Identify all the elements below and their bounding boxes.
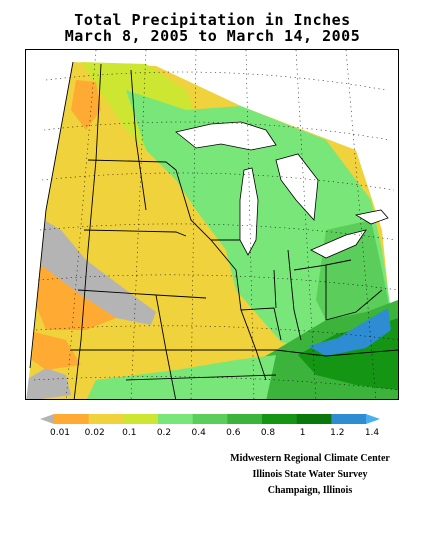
legend-swatch bbox=[262, 414, 298, 424]
precipitation-map-graphic bbox=[26, 50, 398, 399]
lat-lon-grid bbox=[33, 50, 398, 399]
precip-zone-0.01-0.02-west bbox=[36, 265, 116, 330]
legend-swatch bbox=[123, 414, 159, 424]
lake-superior bbox=[175, 121, 277, 151]
legend-tick-label: 0.4 bbox=[191, 428, 206, 438]
lake-ontario bbox=[354, 209, 389, 225]
color-legend bbox=[40, 414, 380, 424]
legend-swatch bbox=[54, 414, 90, 424]
legend-tick-label: 0.8 bbox=[260, 428, 276, 438]
credit-survey: Illinois State Water Survey bbox=[252, 469, 368, 480]
precip-zone-trace-southwest bbox=[26, 368, 71, 399]
precip-zone-1.2-plus bbox=[308, 308, 391, 356]
precip-zone-0.01-0.02-north bbox=[71, 80, 101, 130]
map-outside-northeast bbox=[241, 50, 398, 248]
precip-zone-trace-west bbox=[41, 220, 156, 325]
precipitation-map bbox=[25, 49, 399, 400]
legend-tick-label: 1.4 bbox=[364, 428, 380, 438]
lake-erie bbox=[310, 229, 367, 259]
legend-swatch bbox=[158, 414, 194, 424]
precip-zone-0.2-0.4-south bbox=[86, 355, 276, 399]
map-date-range: March 8, 2005 to March 14, 2005 bbox=[64, 27, 361, 45]
legend-swatch bbox=[88, 414, 124, 424]
legend-tick-label: 0.1 bbox=[122, 428, 137, 438]
legend-tick-label: 1 bbox=[299, 428, 306, 438]
legend-tick-label: 0.2 bbox=[156, 428, 172, 438]
legend-tick-label: 1.2 bbox=[330, 428, 345, 438]
credit-location: Champaign, Illinois bbox=[267, 485, 353, 496]
lake-michigan bbox=[239, 167, 259, 256]
credit-organization: Midwestern Regional Climate Center bbox=[230, 453, 390, 464]
precip-zone-0.01-0.02-southwest bbox=[32, 332, 81, 370]
legend-swatch bbox=[296, 414, 332, 424]
legend-tick-label: 0.02 bbox=[84, 428, 105, 438]
legend-swatch bbox=[331, 414, 367, 424]
legend-tick-label: 0.6 bbox=[226, 428, 241, 438]
legend-swatch-over bbox=[366, 414, 380, 424]
map-outside-west bbox=[26, 50, 73, 399]
legend-swatch bbox=[227, 414, 263, 424]
map-title: Total Precipitation in Inches bbox=[74, 11, 351, 29]
lake-huron bbox=[275, 153, 319, 221]
state-boundaries bbox=[29, 61, 398, 399]
legend-tick-label: 0.01 bbox=[49, 428, 71, 438]
legend-swatch-under bbox=[40, 414, 54, 424]
legend-swatch bbox=[192, 414, 228, 424]
